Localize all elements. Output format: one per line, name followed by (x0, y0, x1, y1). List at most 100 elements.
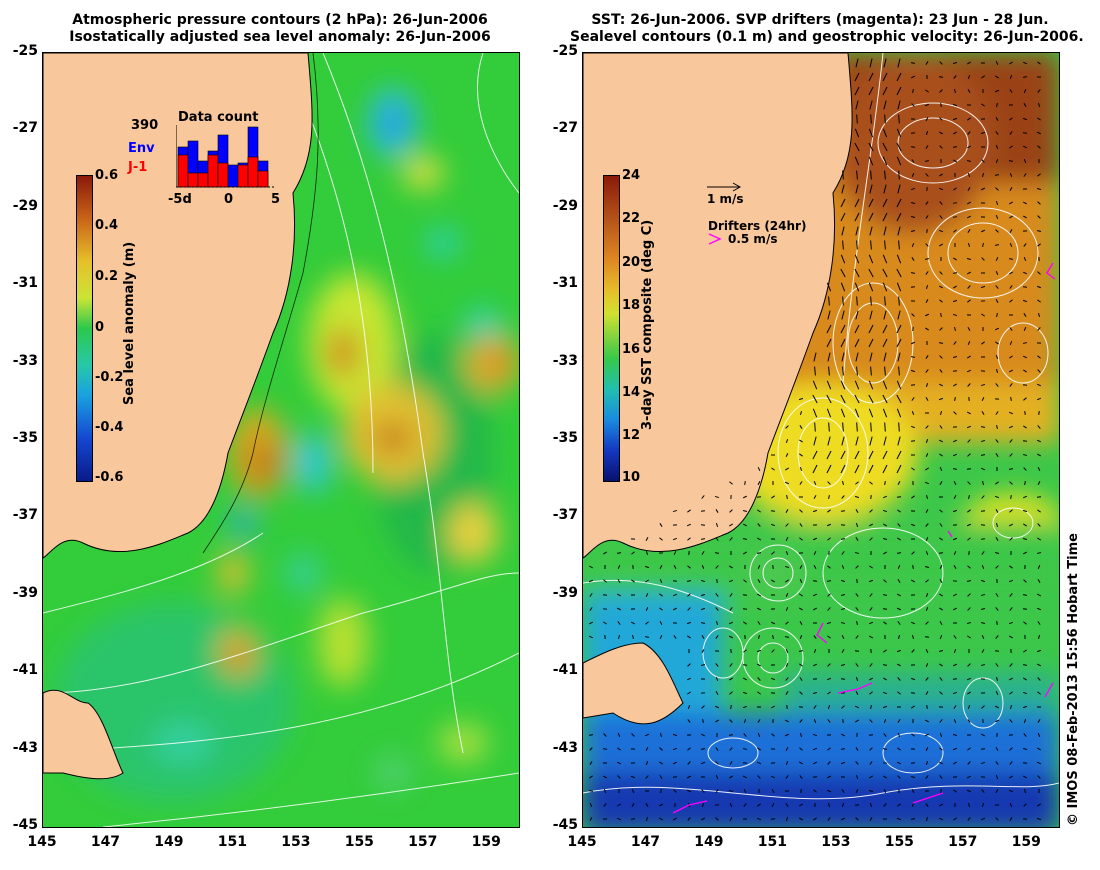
velocity-arrow (967, 607, 971, 611)
velocity-arrow (954, 396, 956, 402)
velocity-arrow (897, 537, 901, 541)
velocity-arrow (911, 634, 915, 640)
velocity-arrow (715, 635, 719, 639)
velocity-arrow (840, 664, 846, 666)
velocity-arrow (659, 634, 663, 640)
velocity-arrow (897, 58, 901, 68)
inset-xtick-0: -5d (168, 192, 192, 207)
velocity-arrow (729, 523, 733, 527)
velocity-arrow (1023, 256, 1027, 262)
velocity-arrow (827, 817, 831, 821)
velocity-arrow (883, 718, 887, 724)
velocity-arrow (911, 410, 915, 416)
velocity-arrow (799, 593, 803, 597)
velocity-arrow (841, 495, 845, 499)
velocity-arrow (827, 719, 831, 723)
velocity-arrow (939, 634, 943, 640)
velocity-arrow (995, 299, 999, 303)
right-lon-tick: 155 (884, 834, 914, 850)
velocity-arrow (896, 380, 902, 390)
velocity-arrow (1037, 117, 1041, 121)
left-cb-tick-1: 0.4 (95, 218, 119, 233)
velocity-arrow (855, 607, 859, 611)
velocity-arrow (785, 523, 789, 527)
velocity-arrow (981, 789, 985, 793)
velocity-arrow (1023, 579, 1027, 583)
velocity-arrow (883, 733, 887, 737)
velocity-arrow (911, 397, 915, 401)
velocity-arrow (1037, 691, 1041, 695)
velocity-arrow (856, 422, 858, 432)
velocity-arrow (926, 228, 928, 234)
velocity-arrow (700, 538, 706, 540)
left-cb-tick-2: 0.2 (95, 269, 119, 284)
velocity-arrow (882, 450, 888, 460)
velocity-arrow (868, 579, 874, 583)
velocity-arrow (855, 537, 859, 541)
velocity-arrow (1037, 201, 1041, 205)
velocity-arrow (910, 62, 916, 64)
right-lon-tick: 157 (948, 834, 978, 850)
velocity-arrow (925, 116, 929, 122)
velocity-arrow (995, 690, 999, 696)
velocity-arrow (840, 338, 846, 348)
velocity-arrow (799, 691, 803, 695)
velocity-arrow (743, 579, 747, 583)
velocity-arrow (966, 580, 972, 582)
velocity-arrow (910, 369, 916, 373)
velocity-arrow (1010, 494, 1012, 500)
velocity-arrow (967, 635, 971, 639)
velocity-arrow (911, 803, 915, 807)
velocity-arrow (854, 552, 860, 554)
velocity-arrow (982, 480, 984, 486)
velocity-arrow (910, 272, 916, 274)
velocity-arrow (939, 761, 943, 765)
velocity-arrow (1037, 312, 1041, 318)
velocity-arrow (743, 621, 747, 625)
velocity-arrow (588, 579, 594, 583)
velocity-arrow (826, 380, 832, 390)
velocity-arrow (882, 748, 888, 750)
velocity-arrow (882, 775, 888, 779)
velocity-arrow (659, 817, 663, 821)
velocity-arrow (981, 411, 985, 415)
velocity-arrow (884, 296, 886, 306)
left-lon-tick: 145 (27, 834, 57, 850)
velocity-arrow (869, 565, 873, 569)
velocity-arrow (925, 536, 929, 542)
velocity-arrow (716, 578, 718, 584)
right-lat-tick: -35 (552, 430, 578, 446)
velocity-arrow (1010, 704, 1012, 710)
velocity-arrow (911, 705, 915, 709)
velocity-arrow (644, 636, 650, 638)
velocity-arrow (715, 663, 719, 667)
velocity-arrow (828, 802, 830, 808)
velocity-arrow (994, 495, 1000, 499)
velocity-arrow (854, 268, 860, 278)
velocity-arrow (1009, 299, 1013, 303)
velocity-arrow (995, 75, 999, 79)
velocity-arrow (869, 593, 873, 597)
velocity-arrow (672, 580, 678, 582)
velocity-arrow (687, 635, 691, 639)
velocity-arrow (854, 394, 860, 404)
left-lon-tick: 149 (154, 834, 184, 850)
velocity-arrow (980, 229, 986, 233)
velocity-arrow (910, 692, 916, 694)
velocity-arrow (996, 102, 998, 108)
left-lat-tick: -39 (12, 584, 38, 601)
velocity-arrow (589, 761, 593, 765)
velocity-arrow (785, 467, 789, 471)
velocity-arrow (813, 648, 817, 654)
velocity-arrow (673, 789, 677, 793)
velocity-arrow (994, 552, 1000, 554)
velocity-arrow (770, 677, 776, 681)
velocity-arrow (910, 229, 916, 233)
left-cb-tick-4: -0.2 (95, 370, 124, 385)
velocity-arrow (617, 732, 621, 738)
velocity-arrow (1008, 468, 1014, 470)
velocity-arrow (868, 198, 874, 208)
velocity-arrow (911, 313, 915, 317)
velocity-arrow (910, 341, 916, 345)
velocity-arrow (813, 761, 817, 765)
